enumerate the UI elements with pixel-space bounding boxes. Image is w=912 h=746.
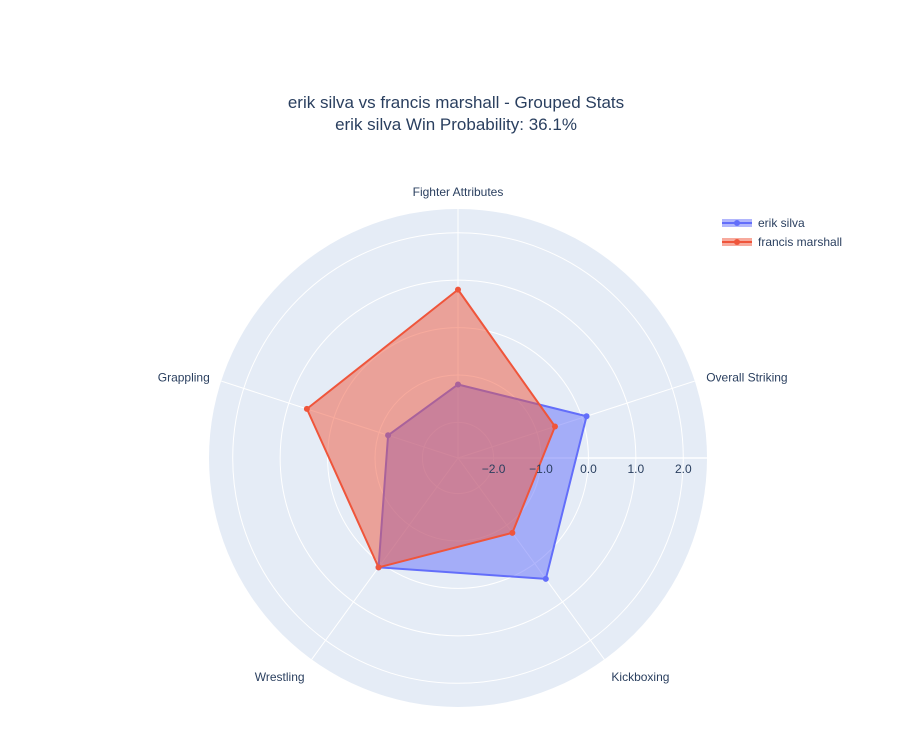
series-point-1-3[interactable] (375, 564, 382, 571)
series-point-1-0[interactable] (455, 286, 461, 293)
radial-tick-label: 2.0 (675, 462, 692, 476)
series-point-1-2[interactable] (509, 529, 516, 536)
category-label: Wrestling (255, 670, 305, 684)
series-area-1 (305, 288, 556, 569)
radial-tick-label: −1.0 (529, 462, 553, 476)
legend-label: erik silva (758, 216, 805, 230)
radial-tick-label: 1.0 (628, 462, 645, 476)
legend-item[interactable]: francis marshall (722, 235, 842, 249)
series-point-0-1[interactable] (583, 413, 590, 420)
series-point-0-2[interactable] (542, 575, 549, 582)
chart-title: erik silva vs francis marshall - Grouped… (287, 93, 625, 112)
legend[interactable]: erik silva francis marshall (722, 216, 842, 249)
legend-marker (734, 239, 740, 245)
category-label: Fighter Attributes (413, 185, 504, 199)
series-point-1-4[interactable] (303, 405, 310, 412)
radial-tick-label: 0.0 (580, 462, 597, 476)
category-label: Kickboxing (611, 670, 669, 684)
chart-subtitle: erik silva Win Probability: 36.1% (335, 115, 577, 134)
category-label: Grappling (158, 370, 210, 384)
radial-tick-label: −2.0 (482, 462, 506, 476)
legend-item[interactable]: erik silva (722, 216, 805, 230)
legend-marker (734, 220, 740, 226)
category-label: Overall Striking (706, 370, 787, 384)
series-point-1-1[interactable] (551, 423, 558, 430)
legend-label: francis marshall (758, 235, 842, 249)
